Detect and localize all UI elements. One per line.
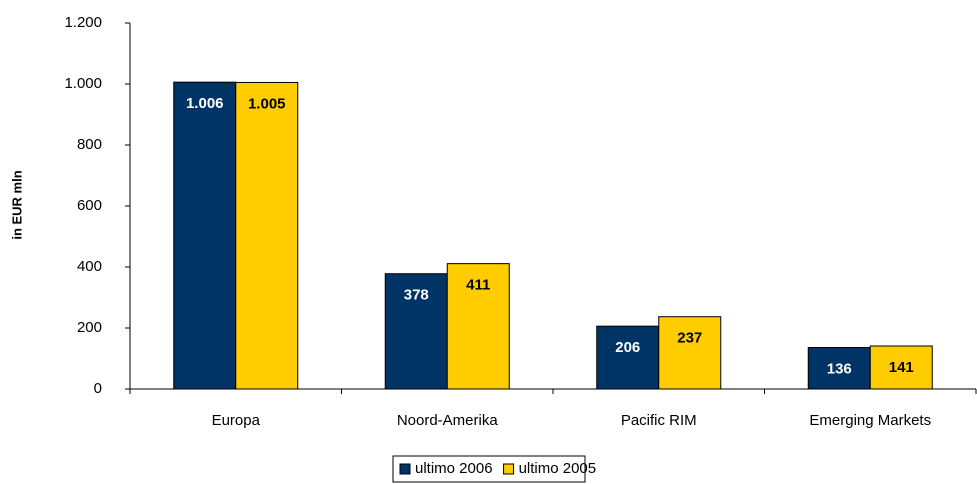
legend-label: ultimo 2005	[519, 460, 597, 477]
legend-label: ultimo 2006	[415, 460, 493, 477]
value-label: 136	[827, 360, 852, 377]
bar	[807, 347, 871, 390]
bar	[658, 316, 722, 390]
y-tick-label: 0	[94, 380, 102, 397]
value-label: 378	[404, 287, 429, 304]
x-tick-label: Europa	[212, 412, 261, 429]
bar	[173, 81, 237, 390]
value-label: 237	[677, 330, 702, 347]
y-tick-label: 1.200	[64, 14, 102, 31]
y-tick-label: 800	[77, 136, 102, 153]
y-tick-label: 600	[77, 197, 102, 214]
bar	[446, 263, 510, 390]
x-tick-label: Noord-Amerika	[397, 412, 499, 429]
legend-box	[392, 455, 586, 483]
y-axis-label: in EUR mln	[9, 170, 24, 239]
y-tick-label: 1.000	[64, 75, 102, 92]
legend-swatch	[503, 463, 515, 475]
legend-swatch	[399, 463, 411, 475]
x-tick-label: Pacific RIM	[621, 412, 697, 429]
value-label: 411	[466, 277, 490, 294]
value-label: 1.006	[186, 95, 224, 112]
bar	[869, 345, 933, 390]
bar	[235, 81, 299, 390]
y-tick-label: 400	[77, 258, 102, 275]
value-label: 141	[889, 359, 914, 376]
bar	[596, 325, 660, 390]
value-label: 206	[615, 339, 640, 356]
y-tick-label: 200	[77, 319, 102, 336]
value-label: 1.005	[248, 95, 286, 112]
x-tick-label: Emerging Markets	[809, 412, 931, 429]
